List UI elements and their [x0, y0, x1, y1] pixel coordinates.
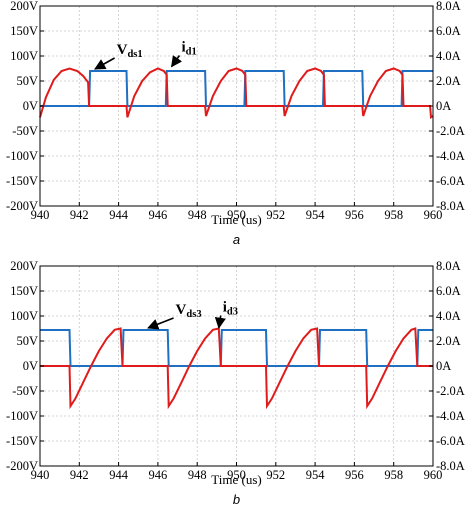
y-right-tick-label: -6.0A [436, 434, 465, 448]
y-right-tick-label: -2.0A [436, 384, 465, 398]
y-right-tick-label: 0A [436, 99, 451, 113]
x-tick-label: 956 [345, 468, 364, 482]
y-left-tick-label: 100V [10, 309, 38, 323]
y-left-tick-label: -100V [6, 409, 38, 423]
series-line-vds3 [40, 329, 433, 367]
x-tick-label: 952 [266, 468, 285, 482]
y-right-tick-label: 4.0A [436, 309, 461, 323]
y-left-tick-label: 50V [16, 74, 38, 88]
y-left-tick-label: 50V [16, 334, 38, 348]
x-tick-label: 942 [70, 468, 89, 482]
annotation-label-id3: id3 [223, 300, 238, 318]
y-right-tick-label: -6.0A [436, 174, 465, 188]
x-tick-label: 944 [109, 468, 129, 482]
y-left-tick-label: 0V [23, 359, 38, 373]
subfigure-label: b [233, 492, 240, 507]
y-right-tick-label: 2.0A [436, 334, 461, 348]
x-tick-label: 958 [384, 468, 403, 482]
series-line-id3 [40, 327, 433, 410]
y-left-tick-label: 100V [10, 49, 38, 63]
x-tick-label: 948 [188, 208, 207, 222]
y-left-tick-label: 0V [23, 99, 38, 113]
annotation-arrow-vds3 [147, 317, 174, 330]
x-tick-label: 950 [227, 468, 246, 482]
y-left-tick-label: -200V [6, 199, 38, 213]
y-left-tick-label: 200V [10, 0, 38, 13]
y-right-tick-label: 0A [436, 359, 451, 373]
x-tick-label: 958 [384, 208, 403, 222]
y-left-tick-label: -150V [6, 174, 38, 188]
x-tick-label: 948 [188, 468, 207, 482]
y-left-tick-label: 200V [10, 259, 38, 273]
y-left-tick-label: -50V [12, 384, 38, 398]
y-left-tick-label: 150V [10, 24, 38, 38]
annotation-arrow-id3 [214, 315, 226, 329]
y-right-tick-label: 4.0A [436, 49, 461, 63]
series-line-id1 [39, 67, 434, 120]
y-right-tick-label: -4.0A [436, 409, 465, 423]
x-tick-label: 942 [70, 208, 89, 222]
x-tick-label: 952 [266, 208, 285, 222]
y-left-tick-label: 150V [10, 284, 38, 298]
y-left-tick-label: -100V [6, 149, 38, 163]
x-tick-label: 946 [149, 208, 168, 222]
x-tick-label: 946 [149, 468, 168, 482]
x-tick-label: 944 [109, 208, 129, 222]
annotation-label-vds3: Vds3 [176, 302, 202, 320]
x-tick-label: 950 [227, 208, 246, 222]
y-right-tick-label: 8.0A [436, 0, 461, 13]
annotation-arrow-vds1 [94, 57, 115, 70]
x-axis-label: Time (us) [211, 472, 261, 487]
annotation-label-id1: id1 [181, 40, 196, 58]
y-left-tick-label: -50V [12, 124, 38, 138]
chart-panel-a: 940 942 944 946 948 950 952 954 956 958 960 200V 150… [6, 0, 465, 247]
x-tick-label: 954 [306, 468, 326, 482]
y-right-tick-label: 6.0A [436, 284, 461, 298]
x-tick-label: 956 [345, 208, 364, 222]
x-tick-label: 940 [31, 208, 50, 222]
y-left-tick-label: -150V [6, 434, 38, 448]
x-tick-label: 960 [424, 208, 443, 222]
subfigure-label: a [233, 232, 240, 247]
x-tick-label: 954 [306, 208, 326, 222]
y-left-tick-label: -200V [6, 459, 38, 473]
x-axis-label: Time (us) [211, 212, 261, 227]
annotation-arrow-id1 [171, 55, 183, 68]
y-right-tick-label: -8.0A [436, 199, 465, 213]
annotation-label-vds1: Vds1 [117, 42, 143, 60]
chart-panel-b: 940 942 944 946 948 950 952 954 956 958 960 200V 150… [6, 259, 465, 507]
y-right-tick-label: 8.0A [436, 259, 461, 273]
y-right-tick-label: -2.0A [436, 124, 465, 138]
y-right-tick-label: -4.0A [436, 149, 465, 163]
x-tick-label: 940 [31, 468, 50, 482]
x-tick-label: 960 [424, 468, 443, 482]
y-right-tick-label: 6.0A [436, 24, 461, 38]
y-right-tick-label: -8.0A [436, 459, 465, 473]
y-right-tick-label: 2.0A [436, 74, 461, 88]
